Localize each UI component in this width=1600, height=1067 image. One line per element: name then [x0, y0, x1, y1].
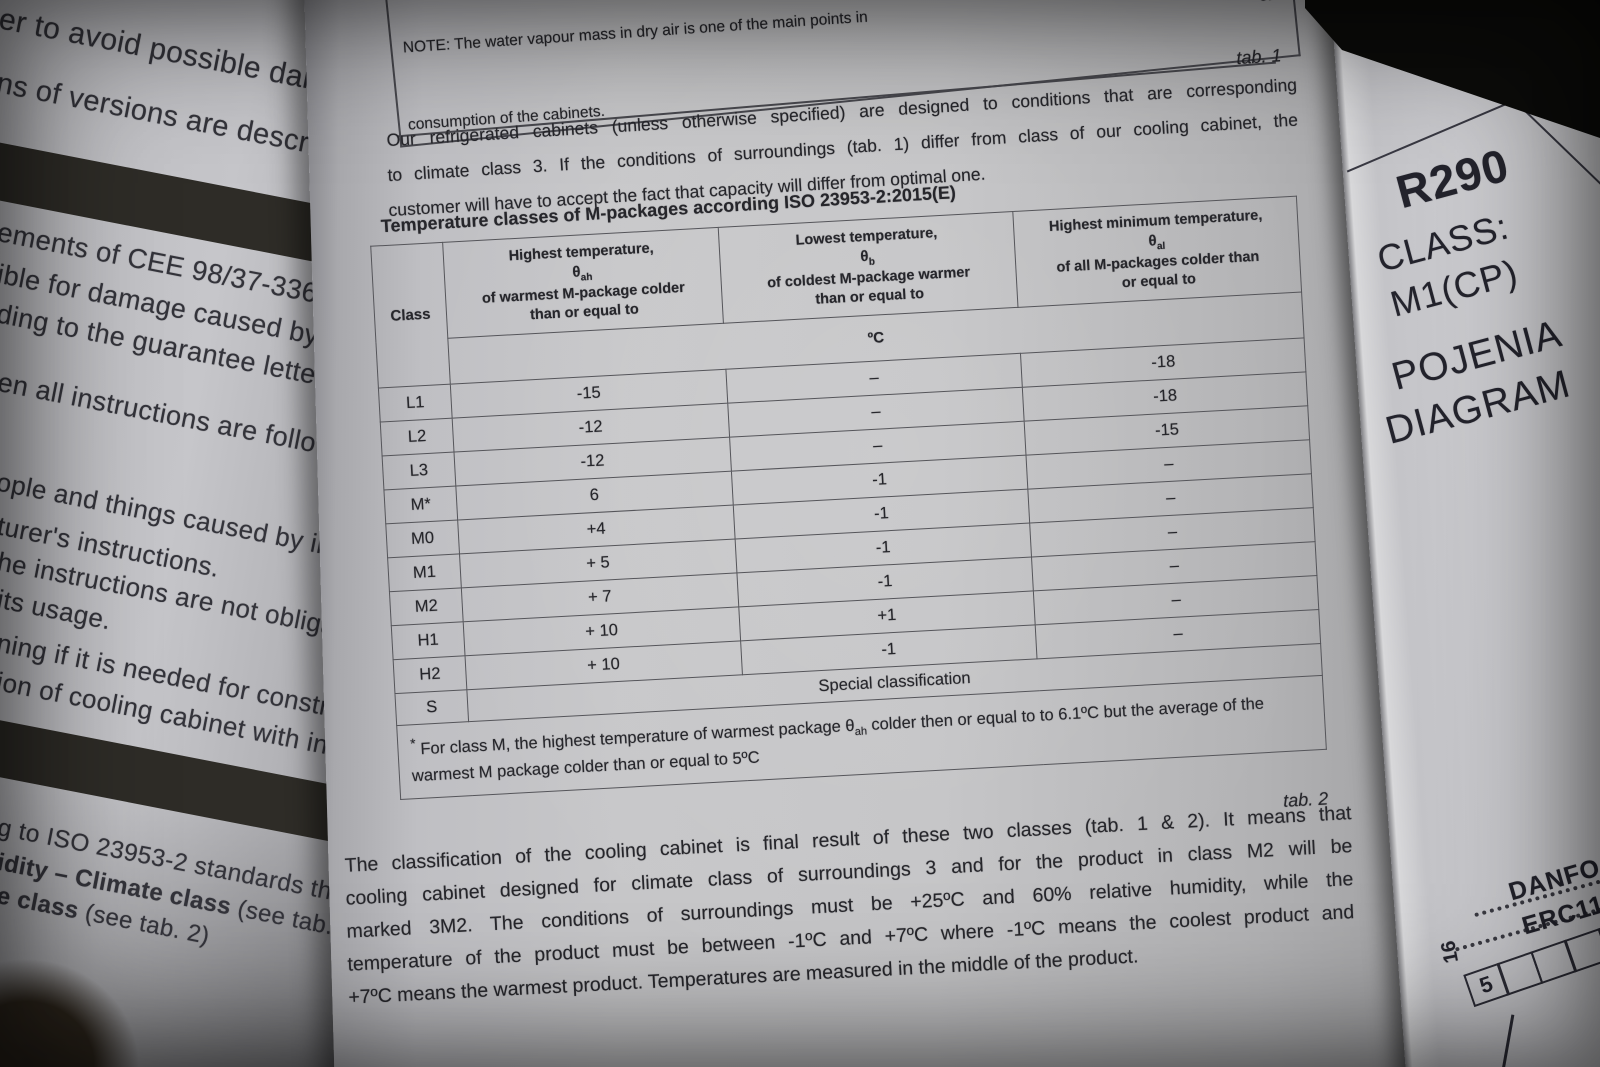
cell-class: L1	[378, 384, 453, 423]
temperature-class-table: Class Highest temperature, θah of warmes…	[370, 196, 1327, 800]
cell-class: M*	[383, 486, 458, 524]
cell-class: M0	[385, 519, 460, 558]
cell-class: H1	[391, 621, 465, 660]
manual-page: NOTE: The water vapour mass in dry air i…	[303, 0, 1417, 1067]
cell-class: L3	[382, 452, 456, 490]
highest-temp-header: Highest temperature, θah of warmest M-pa…	[442, 227, 724, 339]
lowest-temp-header: Lowest temperature, θb of coldest M-pack…	[717, 211, 1019, 324]
finger-shadow	[0, 958, 140, 1067]
wire-line	[1492, 1014, 1514, 1067]
tab1-label: tab. 1	[1235, 45, 1282, 69]
footnote-marker: *	[409, 736, 416, 752]
cell-class: L2	[380, 418, 454, 456]
footnote-text: For class M, the highest temperature of …	[419, 716, 856, 759]
class-column-header: Class	[370, 242, 451, 389]
cell-class: M2	[389, 587, 464, 626]
temperature-table-wrapper: Class Highest temperature, θah of warmes…	[370, 196, 1327, 800]
cell-class: H2	[393, 655, 467, 694]
cell-class: S	[394, 689, 469, 726]
highest-min-temp-header: Highest minimum temperature, θal of all …	[1013, 196, 1302, 308]
terminal-side-label: 16	[1437, 938, 1464, 965]
footnote-subscript: ah	[854, 725, 868, 739]
cell-class: M1	[387, 553, 462, 592]
